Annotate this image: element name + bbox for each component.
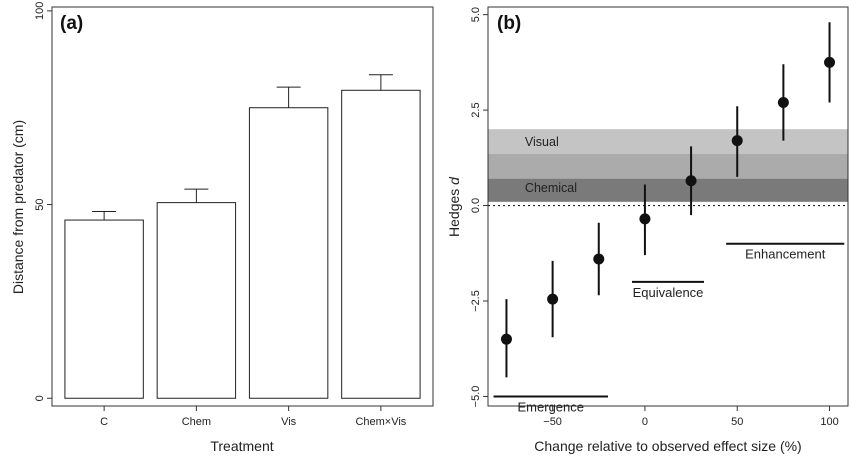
y-tick-label: 2.5 xyxy=(470,102,482,117)
y-tick-label: 100 xyxy=(34,2,46,20)
data-point xyxy=(593,253,605,265)
panel-b-regions: Emergence Equivalence Enhancement xyxy=(493,242,845,414)
panel-b-x-axis-label: Change relative to observed effect size … xyxy=(534,438,801,454)
panel-b-label: (b) xyxy=(497,13,521,34)
panel-a-label: (a) xyxy=(60,13,83,34)
bar xyxy=(156,202,237,399)
x-tick-label: 50 xyxy=(731,416,743,428)
panel-a: (a) Treatment Distance from predator (cm… xyxy=(10,2,434,454)
y-tick-label: −2.5 xyxy=(470,290,482,312)
panel-a-x-axis-label: Treatment xyxy=(210,438,273,454)
region-label: Enhancement xyxy=(745,247,826,262)
x-tick-label: 100 xyxy=(820,416,838,428)
panel-b-bands: Visual Chemical xyxy=(488,129,848,207)
y-tick-label: −5.0 xyxy=(470,386,482,408)
panel-a-bars xyxy=(64,74,421,399)
region-label: Emergence xyxy=(518,399,584,414)
y-tick-label: 0.0 xyxy=(470,198,482,213)
x-tick-label: −50 xyxy=(543,416,562,428)
y-axis-label-text: Hedges xyxy=(446,185,462,237)
panel-a-ticks: 0 50 100 C Chem Vis Chem×Vis xyxy=(34,2,407,428)
panel-b: Visual Chemical (b) Change relative to ob… xyxy=(446,6,849,454)
region-label: Equivalence xyxy=(633,285,704,300)
band-label: Chemical xyxy=(525,181,577,195)
data-point xyxy=(500,333,512,345)
x-tick-label: 0 xyxy=(642,416,648,428)
panel-b-y-axis-label: Hedges d xyxy=(446,176,462,237)
x-tick-label: Chem xyxy=(182,416,211,428)
panel-b-frame xyxy=(487,6,849,407)
panel-b-points xyxy=(500,22,836,378)
bar xyxy=(248,107,329,399)
x-tick-label: Chem×Vis xyxy=(355,416,406,428)
y-tick-label: 0 xyxy=(34,395,46,401)
band-label: Visual xyxy=(525,135,559,149)
data-point xyxy=(685,175,697,187)
y-tick-label: 5.0 xyxy=(470,7,482,22)
y-tick-label: 50 xyxy=(34,198,46,210)
band-dark xyxy=(488,178,848,202)
data-point xyxy=(777,96,789,108)
data-point xyxy=(639,213,651,225)
x-tick-label: Vis xyxy=(281,416,297,428)
panel-a-y-axis-label: Distance from predator (cm) xyxy=(10,120,26,294)
bar xyxy=(64,219,144,399)
bar xyxy=(341,89,421,399)
data-point xyxy=(731,135,743,147)
x-tick-label: C xyxy=(100,416,108,428)
y-axis-label-italic: d xyxy=(446,176,462,185)
panel-a-frame xyxy=(51,6,434,407)
data-point xyxy=(547,293,559,305)
data-point xyxy=(824,56,836,68)
panel-b-ticks: −50 0 50 100 −5.0 −2.5 0.0 2.5 5.0 xyxy=(470,7,839,428)
